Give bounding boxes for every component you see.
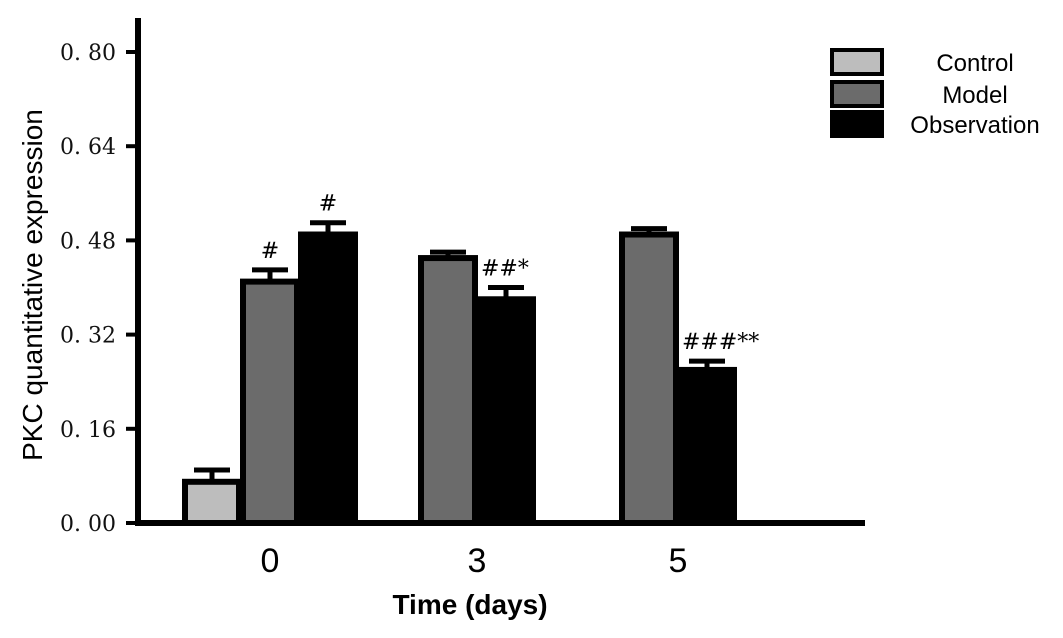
y-tick-label: 0. 16 [60,418,116,443]
legend-swatch-model [830,80,884,108]
x-tick-label-0: 0 [261,542,280,580]
bar-observation-day-5 [677,366,737,526]
y-tick-label: 0. 32 [60,324,116,349]
bar-model-day-5 [619,231,679,526]
y-tick-label: 0. 48 [60,229,116,254]
bar-control-day-0 [182,478,242,527]
significance-mark: # [261,239,279,264]
bar-model-day-0 [240,278,300,526]
axes: 0. 00 0. 16 0. 32 0. 48 0. 64 0. 80 0 3 5 [60,18,865,580]
legend-swatch-observation [830,110,884,138]
y-tick-label: 0. 80 [60,41,116,66]
x-tick-label-3: 3 [468,542,487,580]
legend-label-model: Model [942,82,1007,109]
significance-mark: ##* [481,257,529,282]
x-tick-label-5: 5 [669,542,688,580]
x-axis-title: Time (days) [392,589,547,620]
y-tick-label: 0. 00 [60,512,116,537]
legend: Control Model Observation [830,48,1040,139]
bar-observation-day-3 [476,296,536,526]
y-tick-label: 0. 64 [60,135,116,160]
legend-label-control: Control [936,50,1013,77]
significance-mark: ###** [682,330,759,355]
legend-label-observation: Observation [910,112,1039,139]
bar-observation-day-0 [298,231,358,526]
bar-model-day-3 [418,255,478,526]
legend-swatch-control [830,48,884,76]
significance-mark: # [319,192,337,217]
y-axis-title: PKC quantitative expression [17,109,48,461]
bars: # # ##* ###** [182,192,759,527]
